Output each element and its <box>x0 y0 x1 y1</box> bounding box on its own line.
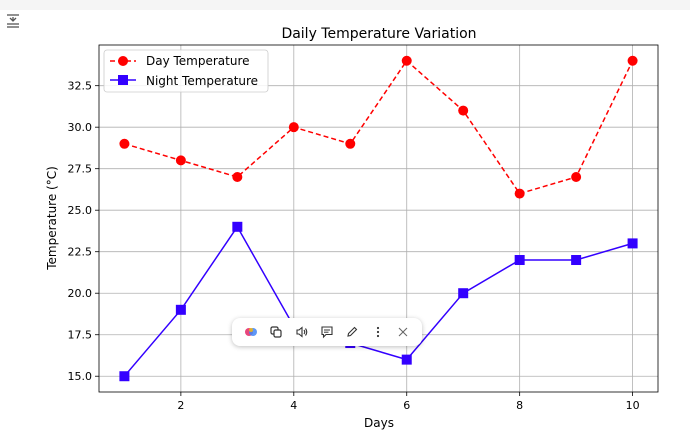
night-temperature-point <box>175 304 186 315</box>
day-temperature-point <box>571 171 582 182</box>
plot-frame <box>98 44 659 393</box>
night-temperature-point <box>458 288 469 299</box>
y-tick-label: 15.0 <box>68 370 93 383</box>
day-temperature-point <box>627 55 638 66</box>
series-line-day <box>124 59 634 195</box>
y-tick-label: 27.5 <box>68 163 93 176</box>
close-icon <box>398 327 408 337</box>
close-button[interactable] <box>393 322 413 342</box>
night-temperature-point <box>232 221 243 232</box>
x-tick-label: 2 <box>177 399 184 412</box>
y-tick-label: 32.5 <box>68 80 93 93</box>
day-temperature-point <box>458 105 469 116</box>
chart-title: Daily Temperature Variation <box>281 26 476 42</box>
y-tick-label: 30.0 <box>68 121 93 134</box>
ticks: 2 4 6 8 10 15.0 17.5 20.0 22.5 25.0 27.5 30.0 32.5 <box>68 80 640 412</box>
y-axis-label: Temperature (°C) <box>45 166 59 271</box>
top-bar <box>0 0 690 10</box>
day-temperature-point <box>232 171 243 182</box>
day-temperature-point <box>288 122 299 133</box>
copy-button[interactable] <box>266 322 286 342</box>
legend-night-label: Night Temperature <box>146 74 258 88</box>
day-temperature-point <box>401 55 412 66</box>
floating-toolbar <box>232 318 422 346</box>
legend-day-label: Day Temperature <box>146 54 250 68</box>
x-tick-label: 6 <box>403 399 410 412</box>
series-line-night <box>123 225 633 377</box>
gemini-icon <box>244 328 257 336</box>
x-tick-label: 10 <box>626 399 640 412</box>
night-temperature-point <box>119 371 130 382</box>
comment-button[interactable] <box>317 322 337 342</box>
night-temperature-point <box>401 354 412 365</box>
speaker-icon <box>295 326 307 338</box>
more-button[interactable] <box>368 322 388 342</box>
legend: Day Temperature Night Temperature <box>103 49 269 93</box>
y-tick-label: 20.0 <box>68 287 93 300</box>
edit-button[interactable] <box>342 322 362 342</box>
legend-day-marker <box>118 56 128 66</box>
y-tick-label: 22.5 <box>68 246 93 259</box>
pencil-icon <box>347 326 358 337</box>
y-tick-label: 25.0 <box>68 204 93 217</box>
night-temperature-point <box>514 255 525 266</box>
output-toggle-icon[interactable] <box>5 13 21 31</box>
comment-icon <box>321 326 333 339</box>
gemini-button[interactable] <box>241 322 261 342</box>
more-vertical-icon <box>376 326 379 338</box>
speaker-button[interactable] <box>292 322 312 342</box>
day-temperature-point <box>119 138 130 149</box>
legend-box <box>103 49 269 93</box>
legend-night-marker <box>118 75 128 85</box>
x-tick-label: 8 <box>516 399 523 412</box>
copy-icon <box>270 326 282 338</box>
day-temperature-point <box>514 188 525 199</box>
night-temperature-point <box>571 255 582 266</box>
night-temperature-point <box>627 238 638 249</box>
y-tick-label: 17.5 <box>68 329 93 342</box>
x-tick-label: 4 <box>290 399 297 412</box>
day-temperature-point <box>345 138 356 149</box>
x-axis-label: Days <box>364 416 394 430</box>
day-temperature-point <box>175 155 186 166</box>
